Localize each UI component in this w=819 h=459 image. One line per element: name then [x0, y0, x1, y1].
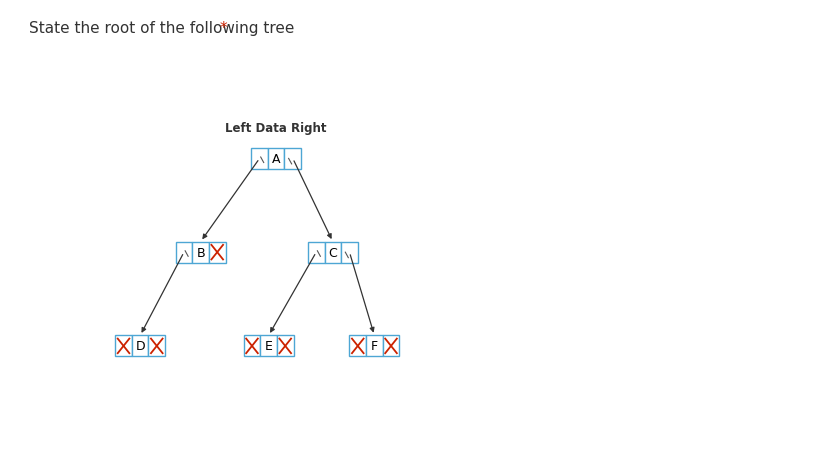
Text: A: A — [272, 152, 280, 166]
Bar — [260, 336, 277, 357]
Bar — [382, 336, 400, 357]
Text: C: C — [328, 246, 337, 259]
Bar — [148, 336, 165, 357]
Text: F: F — [371, 340, 378, 353]
Text: Left Data Right: Left Data Right — [225, 122, 327, 135]
Bar — [115, 336, 132, 357]
Bar — [308, 242, 324, 263]
Text: D: D — [135, 340, 145, 353]
Text: E: E — [265, 340, 273, 353]
Bar — [244, 336, 260, 357]
Bar — [284, 149, 301, 169]
Bar — [175, 242, 192, 263]
Bar — [277, 336, 293, 357]
Bar — [366, 336, 382, 357]
Text: State the root of the following tree: State the root of the following tree — [29, 21, 299, 36]
Bar — [192, 242, 209, 263]
Bar — [342, 242, 358, 263]
Bar — [324, 242, 342, 263]
Bar — [251, 149, 268, 169]
Text: *: * — [219, 21, 227, 36]
Text: B: B — [197, 246, 205, 259]
Bar — [268, 149, 284, 169]
Bar — [132, 336, 148, 357]
Bar — [209, 242, 225, 263]
Bar — [350, 336, 366, 357]
